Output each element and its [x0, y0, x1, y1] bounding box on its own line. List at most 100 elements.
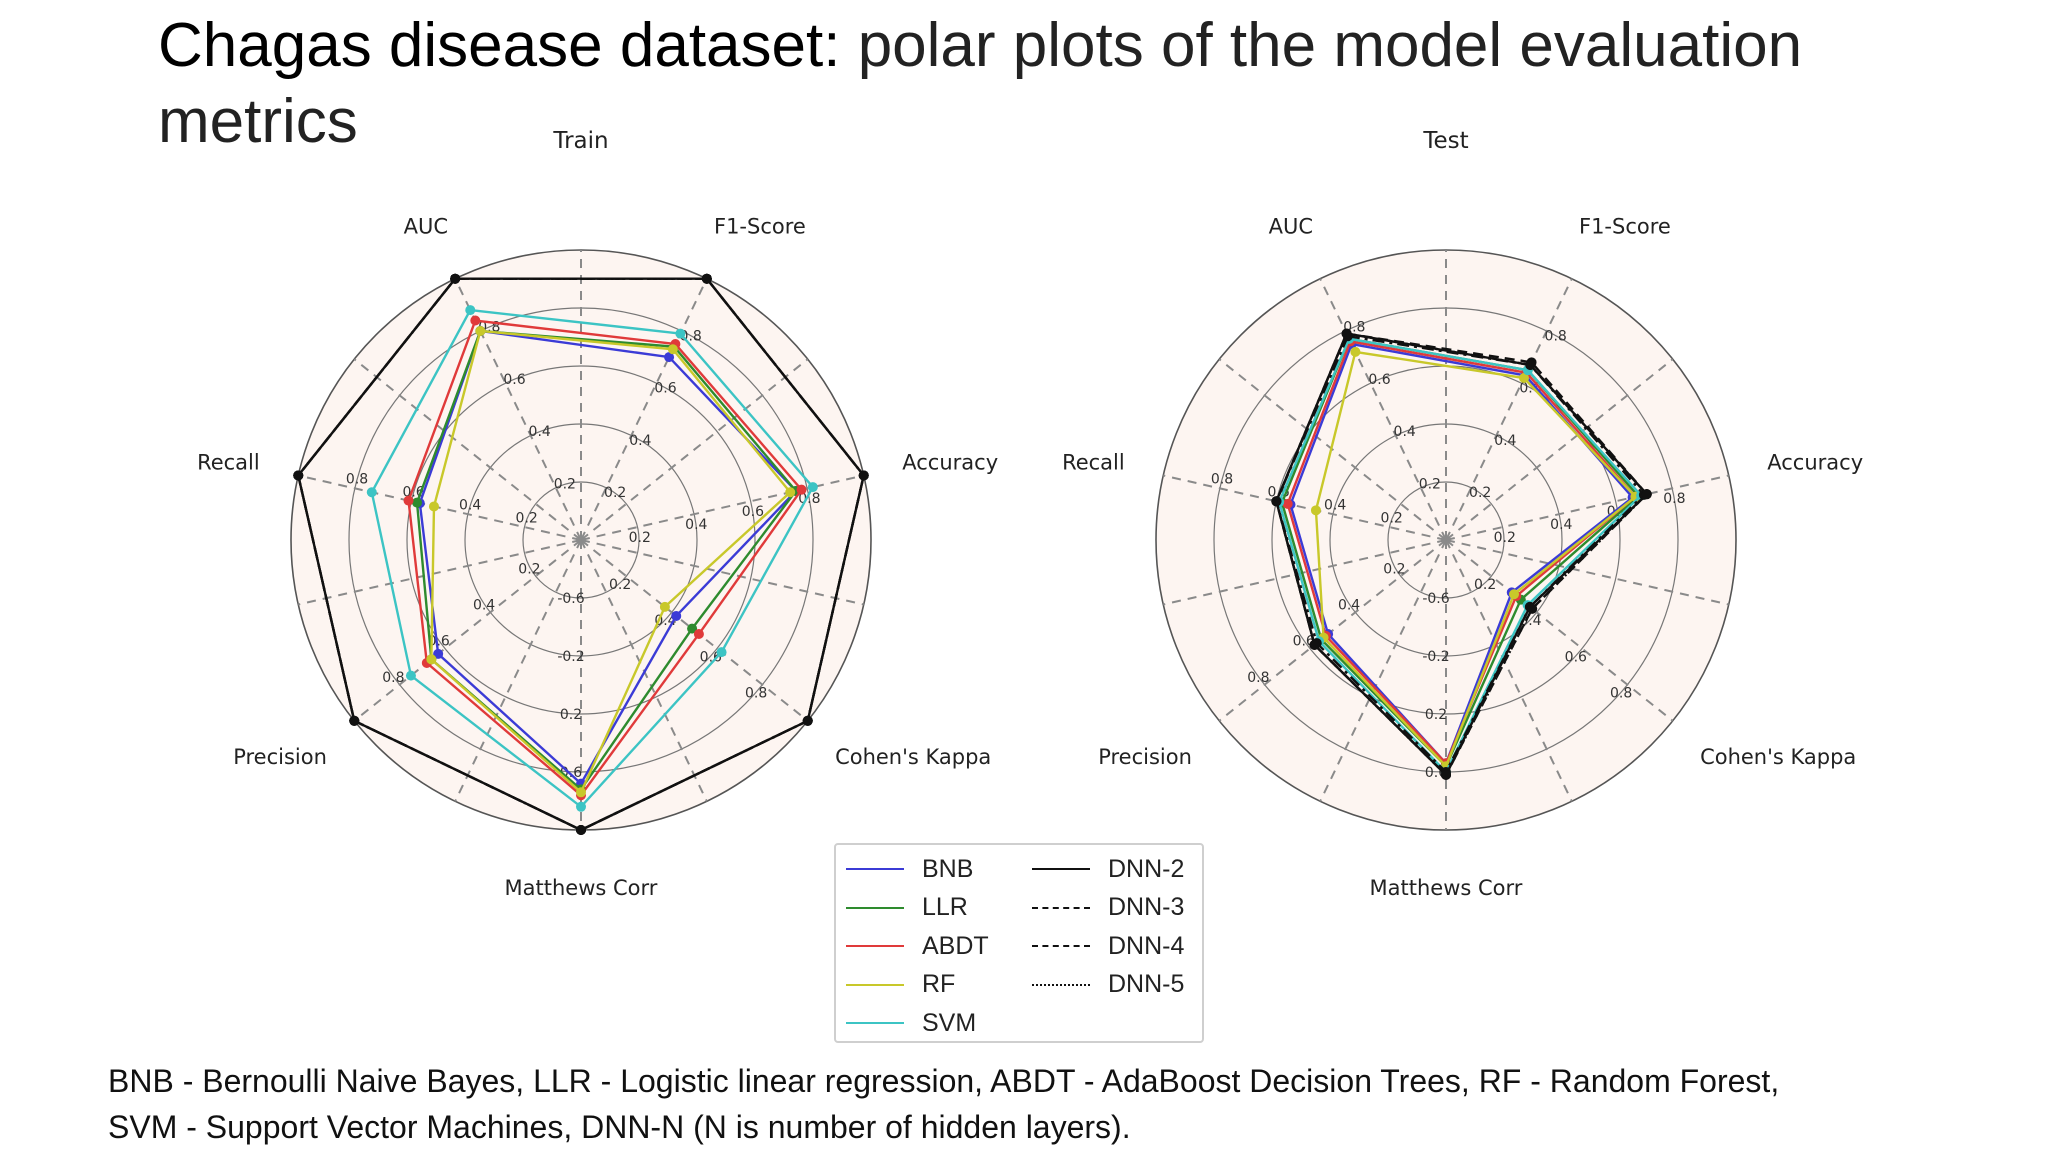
tick-label: 0.8 — [745, 685, 767, 701]
chart-title: Train — [552, 128, 608, 154]
data-point — [426, 654, 437, 665]
tick-label: 0.6 — [503, 372, 525, 388]
tick-label: 0.4 — [685, 517, 707, 533]
axis-label: Recall — [1062, 451, 1125, 475]
tick-label: -0.6 — [557, 591, 584, 607]
data-point — [659, 601, 670, 612]
tick-label: 0.2 — [1419, 476, 1441, 492]
tick-label: 0.2 — [1474, 577, 1496, 593]
data-point — [450, 273, 461, 284]
grid-spoke — [1218, 358, 1447, 541]
data-point — [701, 273, 712, 284]
axis-label: Recall — [197, 451, 260, 475]
legend-item-bnb: BNB — [846, 851, 973, 887]
axis-label: AUC — [404, 214, 448, 238]
data-point — [293, 470, 304, 481]
axis-label: Precision — [1098, 745, 1192, 769]
tick-label: 0.4 — [1494, 433, 1516, 449]
data-point — [465, 305, 476, 316]
legend-label: LLR — [922, 893, 968, 921]
data-point — [1525, 359, 1536, 370]
data-point — [1441, 769, 1451, 780]
tick-label: 0.8 — [1247, 670, 1269, 686]
tick-label: 0.2 — [1469, 485, 1491, 501]
data-point — [475, 325, 486, 336]
grid-spoke — [353, 539, 582, 722]
data-point — [366, 487, 377, 498]
legend-swatch — [1032, 906, 1090, 909]
data-point — [349, 715, 360, 726]
data-point — [576, 787, 586, 798]
data-point — [1350, 346, 1361, 357]
tick-label: 0.6 — [1293, 634, 1315, 650]
data-point — [1527, 603, 1538, 614]
tick-label: 0.4 — [1394, 424, 1416, 440]
data-point — [667, 344, 678, 355]
tick-label: 0.4 — [459, 497, 481, 513]
tick-label: 0.8 — [382, 670, 404, 686]
grid-spoke — [1445, 358, 1674, 541]
legend-swatch — [846, 868, 904, 870]
series-line-bnb — [418, 329, 798, 786]
grid-ring — [406, 365, 756, 715]
data-point — [576, 801, 586, 812]
legend-label: DNN-3 — [1108, 893, 1185, 921]
data-point — [716, 647, 727, 658]
axis-label: Cohen's Kappa — [835, 745, 991, 769]
data-point — [671, 610, 682, 621]
grid-spoke — [580, 278, 708, 541]
legend-swatch — [1032, 945, 1090, 947]
tick-label: 0.2 — [516, 510, 538, 526]
data-point — [576, 825, 586, 835]
tick-label: 0.6 — [742, 504, 764, 520]
legend-item-dnn-4: DNN-4 — [1032, 928, 1184, 964]
legend-swatch — [1032, 983, 1090, 986]
grid-spoke — [1445, 539, 1729, 606]
series-line-svm — [1277, 337, 1643, 775]
axis-label: Matthews Corr — [1370, 876, 1523, 900]
data-point — [428, 501, 439, 512]
tick-label: 0.4 — [1338, 598, 1360, 614]
series-line-dnn-4 — [1275, 334, 1646, 775]
series-line-svm — [370, 308, 815, 809]
axis-label: Precision — [233, 745, 327, 769]
caption-line-1: BNB - Bernoulli Naive Bayes, LLR - Logis… — [108, 1063, 1780, 1099]
data-point — [802, 715, 813, 726]
grid-spoke — [1445, 278, 1573, 541]
chart-title: Test — [1422, 128, 1468, 154]
tick-label: 0.4 — [529, 424, 551, 440]
data-point — [693, 629, 704, 640]
legend-item-dnn-2: DNN-2 — [1032, 851, 1184, 887]
tick-label: 0.2 — [1383, 561, 1405, 577]
axis-label: Cohen's Kappa — [1700, 745, 1856, 769]
chart-legend: BNB LLR ABDT RF SVM DNN-2 DNN-3 DNN-4 DNN-5 — [834, 843, 1204, 1043]
series-line-bnb — [1289, 342, 1635, 766]
grid-spoke — [580, 539, 864, 606]
legend-item-dnn-3: DNN-3 — [1032, 890, 1184, 926]
slide-title-lead: Chagas disease dataset: — [158, 11, 841, 80]
legend-label: DNN-5 — [1108, 970, 1185, 998]
legend-label: SVM — [922, 1008, 977, 1037]
tick-label: -0.2 — [557, 649, 584, 665]
tick-label: 0.2 — [518, 561, 540, 577]
grid-ring — [1387, 481, 1505, 599]
data-point — [403, 495, 414, 506]
legend-swatch — [846, 906, 904, 909]
series-line-llr — [415, 329, 798, 792]
grid-spoke — [1319, 278, 1447, 541]
tick-label: 0.2 — [1494, 530, 1516, 546]
tick-label: 0.8 — [1211, 472, 1233, 488]
radar-test: 0.2 0.4 0.6 0.8 0.2 0.4 0.6 0.8 0.2 0.4 0.6 0.8 0.2 0… — [1062, 128, 1863, 900]
legend-label: DNN-2 — [1108, 854, 1185, 883]
data-point — [796, 484, 807, 495]
legend-label: DNN-4 — [1108, 931, 1185, 960]
tick-label: 0.6 — [1565, 649, 1587, 665]
tick-label: 0.2 — [1425, 707, 1447, 723]
grid-spoke — [454, 539, 582, 802]
legend-item-abdt: ABDT — [846, 928, 989, 964]
tick-label: 0.4 — [1550, 517, 1572, 533]
grid-spoke — [298, 539, 582, 606]
grid-spoke — [1218, 539, 1447, 722]
legend-label: RF — [922, 970, 956, 998]
